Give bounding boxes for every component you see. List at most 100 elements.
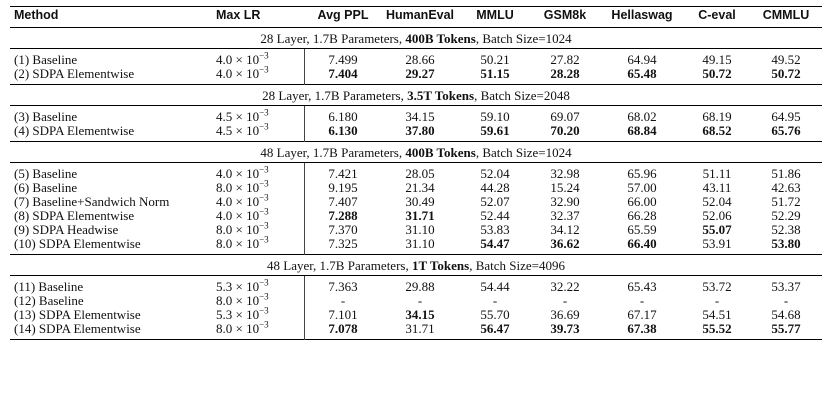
max-lr-cell: 4.0 × 10−3: [216, 192, 306, 209]
section-label-tokens: 400B Tokens: [405, 30, 476, 46]
avg-ppl-cell: 7.404: [328, 66, 358, 81]
max-lr-exponent: −3: [259, 192, 269, 203]
gsm8k-cell: 69.07: [550, 109, 580, 124]
method-cell: (13) SDPA Elementwise: [14, 307, 141, 322]
max-lr-exponent: −3: [259, 291, 269, 302]
max-lr-mantissa: 8.0 × 10: [216, 236, 260, 251]
gsm8k-cell: 32.90: [550, 194, 580, 209]
cmmlu-cell: 53.80: [771, 236, 801, 251]
hellaswag-cell: 66.00: [627, 194, 657, 209]
section-label-prefix: 28 Layer, 1.7B Parameters,: [260, 30, 406, 46]
max-lr-exponent: −3: [259, 319, 269, 330]
column-header-mmlu: MMLU: [476, 8, 514, 22]
method-cell: (11) Baseline: [14, 279, 84, 294]
mmlu-cell: 51.15: [480, 66, 510, 81]
hellaswag-cell: 68.84: [627, 123, 657, 138]
method-cell: (10) SDPA Elementwise: [14, 236, 141, 251]
column-header-max-lr: Max LR: [216, 8, 261, 22]
c-eval-cell: 55.52: [702, 321, 732, 336]
method-cell: (6) Baseline: [14, 180, 78, 195]
hellaswag-cell: 65.48: [627, 66, 657, 81]
max-lr-cell: 8.0 × 10−3: [216, 179, 306, 195]
avg-ppl-cell: 7.407: [328, 194, 358, 209]
table-row: (9) SDPA Headwise 8.0 × 10−3 7.370 31.10 53.…: [10, 220, 822, 237]
max-lr-cell: 4.0 × 10−3: [216, 207, 306, 223]
hellaswag-cell: -: [639, 293, 645, 308]
mmlu-cell: 52.07: [480, 194, 510, 209]
c-eval-cell: 54.51: [702, 307, 732, 322]
c-eval-cell: 55.07: [702, 222, 732, 237]
avg-ppl-cell: 7.101: [328, 307, 358, 322]
c-eval-cell: 52.06: [702, 208, 732, 223]
cmmlu-cell: 51.86: [771, 166, 801, 181]
avg-ppl-cell: 7.363: [328, 279, 358, 294]
section-label-tokens: 3.5T Tokens: [407, 87, 475, 103]
mmlu-cell: 50.21: [480, 52, 510, 67]
avg-ppl-cell: 9.195: [328, 180, 358, 195]
max-lr-cell: 8.0 × 10−3: [216, 220, 306, 237]
method-cell: (4) SDPA Elementwise: [14, 123, 135, 138]
max-lr-exponent: −3: [259, 220, 269, 231]
max-lr-mantissa: 8.0 × 10: [216, 321, 260, 336]
section-label: 28 Layer, 1.7B Parameters, 3.5T Tokens, …: [10, 85, 822, 106]
hellaswag-cell: 65.96: [627, 166, 657, 181]
hellaswag-cell: 68.02: [627, 109, 657, 124]
hellaswag-cell: 64.94: [627, 52, 657, 67]
humaneval-cell: 37.80: [405, 123, 435, 138]
method-cell: (1) Baseline: [14, 52, 78, 67]
method-cell: (5) Baseline: [14, 166, 78, 181]
gsm8k-cell: 34.12: [550, 222, 580, 237]
max-lr-cell: 4.0 × 10−3: [216, 49, 306, 68]
table-row: (10) SDPA Elementwise 8.0 × 10−3 7.325 31.1…: [10, 234, 822, 255]
max-lr-mantissa: 5.3 × 10: [216, 307, 260, 322]
max-lr-exponent: −3: [259, 277, 269, 288]
max-lr-cell: 8.0 × 10−3: [216, 234, 306, 255]
column-separator: [304, 105, 305, 142]
section-header-row: 48 Layer, 1.7B Parameters, 400B Tokens, …: [10, 141, 822, 163]
c-eval-cell: 49.15: [702, 52, 732, 67]
gsm8k-cell: 28.28: [550, 66, 580, 81]
gsm8k-cell: -: [562, 293, 568, 308]
cmmlu-cell: 52.29: [771, 208, 801, 223]
hellaswag-cell: 66.28: [627, 208, 657, 223]
c-eval-cell: 53.91: [702, 236, 732, 251]
mmlu-cell: 55.70: [480, 307, 510, 322]
column-header-humaneval: HumanEval: [385, 8, 455, 22]
c-eval-cell: 51.11: [702, 166, 732, 181]
table-row: (5) Baseline 4.0 × 10−3 7.421 28.05 52.04 32.…: [10, 163, 822, 182]
max-lr-cell: 4.5 × 10−3: [216, 122, 306, 142]
method-cell: (2) SDPA Elementwise: [14, 66, 135, 81]
header-row: Method Max LR Avg PPL HumanEval MMLU GSM…: [10, 6, 822, 28]
column-separator: [304, 48, 305, 85]
max-lr-cell: 5.3 × 10−3: [216, 276, 306, 295]
max-lr-exponent: −3: [259, 50, 269, 61]
section-header-row: 28 Layer, 1.7B Parameters, 400B Tokens, …: [10, 27, 822, 49]
section-label-prefix: 48 Layer, 1.7B Parameters,: [267, 257, 412, 273]
max-lr-cell: 8.0 × 10−3: [216, 291, 306, 308]
max-lr-mantissa: 4.0 × 10: [216, 52, 260, 67]
hellaswag-cell: 67.38: [627, 321, 657, 336]
method-cell: (8) SDPA Elementwise: [14, 208, 135, 223]
table-row: (8) SDPA Elementwise 4.0 × 10−3 7.288 31.71…: [10, 207, 822, 223]
results-table: Method Max LR Avg PPL HumanEval MMLU GSM…: [10, 6, 822, 340]
c-eval-cell: -: [714, 293, 720, 308]
humaneval-cell: -: [417, 293, 423, 308]
cmmlu-cell: 53.37: [771, 279, 801, 294]
max-lr-mantissa: 4.0 × 10: [216, 166, 260, 181]
max-lr-mantissa: 4.0 × 10: [216, 66, 260, 81]
c-eval-cell: 53.72: [702, 279, 732, 294]
section-label-suffix: , Batch Size=2048: [474, 87, 570, 103]
gsm8k-cell: 70.20: [550, 123, 580, 138]
table-row: (1) Baseline 4.0 × 10−3 7.499 28.66 50.21 27.…: [10, 49, 822, 68]
table-row: (3) Baseline 4.5 × 10−3 6.180 34.15 59.10 69.…: [10, 106, 822, 125]
table-row: (6) Baseline 8.0 × 10−3 9.195 21.34 44.28 15.…: [10, 179, 822, 195]
cmmlu-cell: 65.76: [771, 123, 801, 138]
mmlu-cell: 59.61: [480, 123, 510, 138]
gsm8k-cell: 36.69: [550, 307, 580, 322]
max-lr-cell: 4.5 × 10−3: [216, 106, 306, 125]
max-lr-mantissa: 4.5 × 10: [216, 109, 260, 124]
max-lr-exponent: −3: [259, 234, 269, 245]
max-lr-exponent: −3: [259, 64, 269, 75]
column-header-hellaswag: Hellaswag: [611, 8, 673, 22]
table-row: (7) Baseline+Sandwich Norm 4.0 × 10−3 7.40…: [10, 192, 822, 209]
